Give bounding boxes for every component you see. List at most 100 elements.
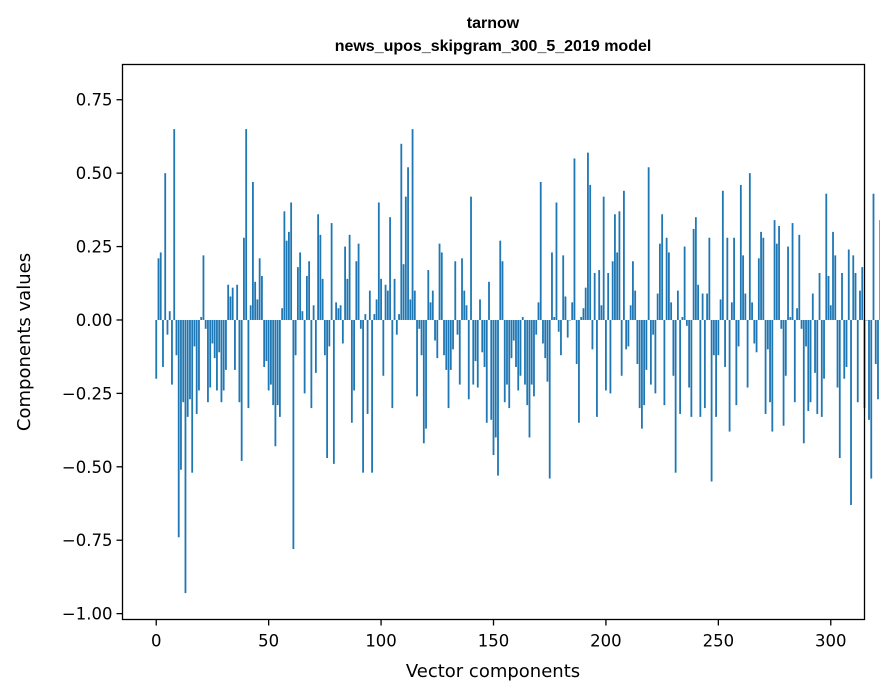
- bar-19: [198, 319, 200, 391]
- bar-43: [252, 181, 254, 320]
- bar-310: [852, 255, 855, 320]
- bar-7: [171, 319, 173, 385]
- bar-0: [155, 319, 158, 379]
- bar-263: [746, 319, 749, 388]
- bar-220: [649, 319, 652, 385]
- bar-147: [485, 319, 488, 423]
- bar-211: [629, 305, 632, 320]
- bar-318: [870, 319, 873, 479]
- bar-188: [578, 319, 580, 423]
- bar-281: [787, 246, 789, 320]
- bar-267: [755, 319, 758, 353]
- bar-283: [791, 223, 794, 320]
- bar-110: [402, 264, 405, 320]
- bar-312: [856, 319, 859, 403]
- bar-260: [739, 184, 742, 320]
- bar-24: [209, 319, 212, 388]
- bar-284: [793, 319, 796, 403]
- bar-151: [494, 319, 497, 438]
- bar-17: [193, 319, 196, 347]
- bar-130: [447, 319, 450, 409]
- bar-36: [236, 284, 239, 320]
- bar-167: [530, 319, 533, 385]
- bar-232: [676, 290, 679, 320]
- bar-247: [710, 319, 713, 482]
- bar-317: [868, 319, 870, 420]
- bar-75: [323, 319, 326, 356]
- bar-268: [757, 258, 760, 320]
- bar-124: [434, 319, 436, 341]
- bar-2: [159, 252, 162, 320]
- bar-158: [510, 319, 513, 359]
- bar-81: [337, 308, 340, 320]
- bar-103: [386, 290, 389, 320]
- bar-52: [272, 319, 275, 406]
- bar-114: [411, 129, 414, 320]
- bar-290: [807, 319, 810, 412]
- bar-209: [625, 319, 628, 350]
- bar-168: [533, 319, 535, 397]
- bar-162: [519, 319, 522, 376]
- bar-274: [771, 319, 774, 432]
- bar-66: [303, 319, 306, 394]
- bar-186: [573, 158, 576, 320]
- bar-14: [186, 319, 189, 417]
- bar-258: [735, 319, 738, 406]
- bar-169: [535, 319, 538, 335]
- bar-154: [501, 261, 504, 320]
- bar-111: [404, 196, 407, 320]
- x-tick-label: 0: [151, 632, 162, 651]
- bar-104: [389, 217, 391, 320]
- bar-60: [290, 202, 293, 320]
- bar-8: [173, 129, 176, 320]
- bar-212: [632, 261, 634, 320]
- x-tick-label: 300: [815, 632, 847, 651]
- bar-241: [697, 284, 700, 320]
- bar-165: [526, 319, 529, 406]
- bar-12: [182, 319, 185, 403]
- bar-160: [515, 319, 517, 367]
- bar-230: [672, 319, 675, 376]
- bar-235: [683, 246, 686, 320]
- bar-30: [222, 319, 225, 391]
- bar-28: [218, 319, 221, 353]
- bar-272: [766, 319, 769, 350]
- y-tick-label: 0.25: [76, 238, 113, 257]
- bar-252: [721, 190, 724, 320]
- bar-148: [488, 281, 490, 320]
- bar-29: [220, 319, 223, 403]
- bar-253: [724, 319, 726, 367]
- bar-280: [784, 319, 787, 376]
- bar-133: [454, 261, 457, 320]
- bar-266: [753, 319, 756, 344]
- bar-181: [562, 255, 565, 320]
- bar-236: [685, 319, 688, 326]
- plot-frame: [121, 63, 866, 621]
- bar-278: [780, 319, 783, 329]
- bar-33: [229, 296, 232, 320]
- bar-76: [326, 319, 329, 458]
- bar-13: [184, 319, 187, 594]
- bar-255: [728, 319, 731, 432]
- bar-309: [850, 319, 852, 505]
- bar-301: [832, 231, 834, 320]
- bar-61: [292, 319, 295, 550]
- bar-221: [652, 319, 655, 335]
- bar-89: [355, 261, 358, 320]
- bar-129: [445, 319, 448, 370]
- bar-42: [249, 305, 252, 320]
- bar-215: [638, 319, 641, 409]
- bar-56: [281, 308, 284, 320]
- bar-145: [481, 319, 484, 353]
- bar-276: [775, 243, 778, 320]
- bar-74: [321, 278, 324, 320]
- x-tick-label: 150: [478, 632, 510, 651]
- bar-257: [733, 237, 735, 320]
- bar-238: [690, 319, 693, 417]
- bar-248: [712, 319, 715, 356]
- bar-144: [479, 299, 481, 320]
- bar-204: [614, 214, 616, 320]
- bar-78: [330, 223, 333, 320]
- bar-166: [528, 319, 531, 438]
- bar-53: [274, 319, 277, 447]
